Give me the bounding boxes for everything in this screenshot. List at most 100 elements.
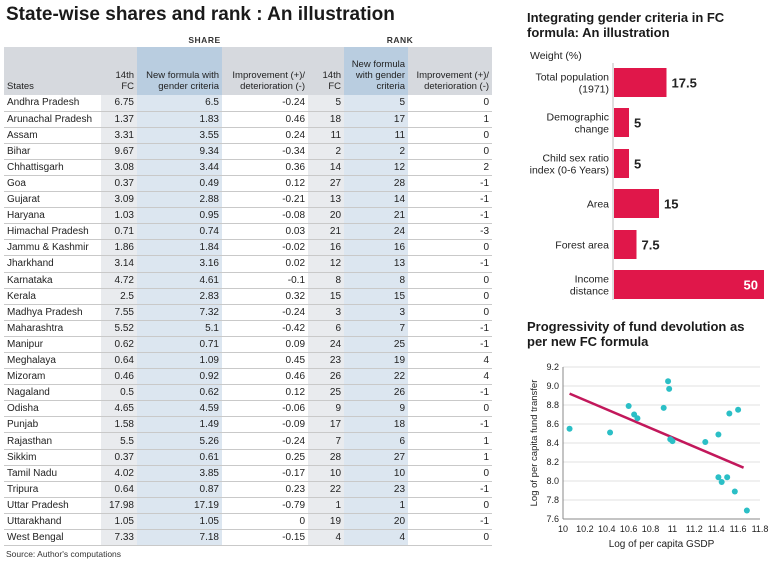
table-row: Mizoram 0.46 0.92 0.46 26 22 4 bbox=[4, 368, 493, 386]
page-title: State-wise shares and rank : An illustra… bbox=[6, 4, 395, 25]
table-cell: -0.42 bbox=[222, 320, 309, 337]
x-tick-label: 11 bbox=[668, 524, 677, 534]
table-cell: 0.74 bbox=[137, 223, 222, 241]
rank-group-header: RANK bbox=[386, 35, 414, 45]
table-cell: 0.71 bbox=[137, 336, 222, 354]
table-cell: 1.49 bbox=[137, 416, 222, 434]
table-cell: 0 bbox=[408, 529, 493, 547]
scatter-point bbox=[718, 478, 725, 485]
table-cell: 26 bbox=[344, 384, 409, 402]
x-tick-label: 10.8 bbox=[642, 524, 660, 534]
table-cell: 4.72 bbox=[101, 272, 137, 289]
table-cell: 0.62 bbox=[101, 336, 137, 354]
table-cell: 0.25 bbox=[222, 449, 309, 466]
bar-category-label: Demographic bbox=[547, 112, 609, 124]
table-cell: 6 bbox=[344, 432, 409, 450]
y-tick-label: 8.6 bbox=[546, 419, 559, 429]
state-name-cell: Punjab bbox=[4, 416, 101, 434]
y-tick-label: 7.6 bbox=[546, 514, 559, 524]
bar-category-label: Child sex ratio bbox=[542, 153, 609, 165]
bar bbox=[614, 230, 637, 259]
table-cell: 21 bbox=[344, 207, 409, 225]
table-cell: 8 bbox=[344, 272, 409, 289]
table-row: Chhattisgarh 3.08 3.44 0.36 14 12 2 bbox=[4, 159, 493, 176]
state-name-cell: Haryana bbox=[4, 207, 101, 225]
table-cell: 5 bbox=[344, 95, 409, 112]
bar-category-label: Area bbox=[587, 199, 609, 211]
table-cell: 25 bbox=[344, 336, 409, 354]
table-row: Kerala 2.5 2.83 0.32 15 15 0 bbox=[4, 288, 493, 305]
table-cell: 24 bbox=[344, 223, 409, 241]
table-cell: 17.19 bbox=[137, 497, 222, 514]
table-row: Manipur 0.62 0.71 0.09 24 25 -1 bbox=[4, 336, 493, 354]
table-cell: 0.02 bbox=[222, 255, 309, 273]
scatter-point bbox=[666, 385, 673, 392]
table-cell: -0.21 bbox=[222, 191, 309, 209]
table-row: Sikkim 0.37 0.61 0.25 28 27 1 bbox=[4, 449, 493, 466]
table-cell: 1 bbox=[408, 449, 493, 466]
table-cell: 0.64 bbox=[101, 481, 137, 498]
state-shares-table: SHARE RANK States 14th FC New formula wi… bbox=[4, 33, 493, 547]
table-cell: -3 bbox=[408, 223, 493, 241]
state-name-cell: Nagaland bbox=[4, 384, 101, 402]
table-cell: 10 bbox=[308, 465, 345, 482]
table-cell: 3.31 bbox=[101, 127, 137, 144]
table-cell: 0.61 bbox=[137, 449, 222, 466]
table-cell: 2 bbox=[344, 143, 409, 160]
state-name-cell: Tamil Nadu bbox=[4, 465, 101, 482]
table-cell: 12 bbox=[344, 159, 409, 176]
y-tick-label: 8.0 bbox=[546, 476, 559, 486]
table-row: Punjab 1.58 1.49 -0.09 17 18 -1 bbox=[4, 416, 493, 434]
table-cell: -0.17 bbox=[222, 465, 309, 482]
state-name-cell: Rajasthan bbox=[4, 432, 101, 450]
table-cell: 0.23 bbox=[222, 481, 309, 498]
table-cell: 20 bbox=[308, 207, 345, 225]
table-cell: 4 bbox=[344, 529, 409, 547]
table-cell: 13 bbox=[308, 191, 345, 209]
table-cell: 0.12 bbox=[222, 384, 309, 402]
table-cell: -0.09 bbox=[222, 416, 309, 434]
scatter-point bbox=[726, 410, 733, 417]
state-name-cell: Himachal Pradesh bbox=[4, 223, 101, 241]
table-cell: 27 bbox=[308, 175, 345, 193]
table-cell: -1 bbox=[408, 255, 493, 273]
table-cell: 6.5 bbox=[137, 95, 222, 112]
scatter-point bbox=[743, 507, 750, 514]
table-cell: -0.15 bbox=[222, 529, 309, 547]
scatter-point bbox=[607, 429, 614, 436]
table-cell: 3.55 bbox=[137, 127, 222, 144]
state-name-cell: Manipur bbox=[4, 336, 101, 354]
table-cell: 4.65 bbox=[101, 400, 137, 418]
table-cell: 16 bbox=[308, 239, 345, 257]
table-cell: 15 bbox=[344, 288, 409, 305]
x-tick-label: 10.6 bbox=[620, 524, 638, 534]
state-name-cell: Maharashtra bbox=[4, 320, 101, 337]
table-cell: 3.09 bbox=[101, 191, 137, 209]
y-tick-label: 8.2 bbox=[546, 457, 559, 467]
table-row: Bihar 9.67 9.34 -0.34 2 2 0 bbox=[4, 143, 493, 160]
state-name-cell: Madhya Pradesh bbox=[4, 304, 101, 321]
col-header-share-14th: 14th FC bbox=[101, 47, 137, 95]
table-cell: 26 bbox=[308, 368, 345, 386]
table-cell: -1 bbox=[408, 513, 493, 531]
table-cell: -1 bbox=[408, 320, 493, 337]
table-cell: 0.46 bbox=[222, 111, 309, 128]
table-row: Gujarat 3.09 2.88 -0.21 13 14 -1 bbox=[4, 191, 493, 209]
table-cell: 2.83 bbox=[137, 288, 222, 305]
bar-value-label: 17.5 bbox=[672, 76, 697, 91]
bar-category-label: Total population bbox=[535, 72, 609, 84]
table-cell: 0 bbox=[408, 95, 493, 112]
table-cell: 0 bbox=[408, 288, 493, 305]
table-row: Nagaland 0.5 0.62 0.12 25 26 -1 bbox=[4, 384, 493, 402]
table-cell: 22 bbox=[344, 368, 409, 386]
y-tick-label: 8.4 bbox=[546, 438, 559, 448]
table-cell: 20 bbox=[344, 513, 409, 531]
table-cell: 0 bbox=[408, 304, 493, 321]
table-cell: -1 bbox=[408, 481, 493, 498]
trend-line bbox=[569, 392, 745, 469]
table-cell: 2 bbox=[408, 159, 493, 176]
scatter-chart-title: Progressivity of fund devolution as per … bbox=[527, 319, 745, 349]
table-cell: -1 bbox=[408, 207, 493, 225]
table-cell: 5.5 bbox=[101, 432, 137, 450]
table-cell: 7.32 bbox=[137, 304, 222, 321]
